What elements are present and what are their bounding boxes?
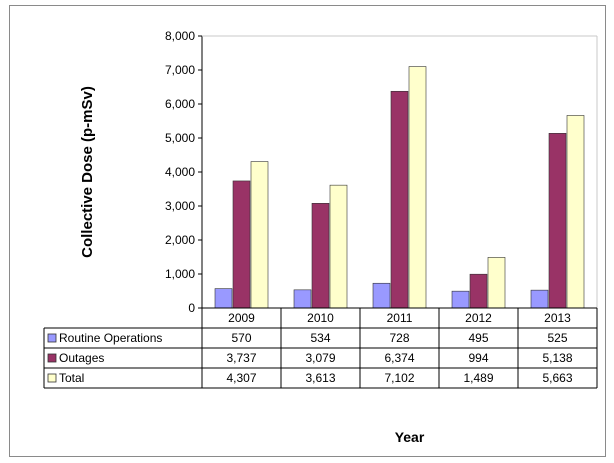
legend-swatch xyxy=(47,333,57,343)
legend-swatch xyxy=(47,373,57,383)
chart: 0 1,000 2,000 3,000 4,000 5,000 6,000 7,000 8,00… xyxy=(43,29,598,445)
data-value: 534 xyxy=(310,331,330,345)
bar-routine-operations xyxy=(451,290,470,309)
legend-label: Outages xyxy=(59,351,104,365)
data-value: 495 xyxy=(468,331,488,345)
data-value: 525 xyxy=(547,331,567,345)
bar-outages xyxy=(390,90,409,309)
y-tick-label: 6,000 xyxy=(165,97,195,111)
bar-total xyxy=(250,161,269,309)
bar-outages xyxy=(469,273,488,309)
category-label: 2013 xyxy=(544,311,571,325)
category-label: 2009 xyxy=(228,311,255,325)
y-axis-title: Collective Dose (p-mSv) xyxy=(79,86,96,258)
category-label: 2012 xyxy=(465,311,492,325)
data-value: 7,102 xyxy=(384,371,414,385)
x-axis-title: Year xyxy=(395,429,425,445)
bar-routine-operations xyxy=(293,289,312,309)
chart-frame: 0 1,000 2,000 3,000 4,000 5,000 6,000 7,000 8,00… xyxy=(9,5,606,457)
data-value: 4,307 xyxy=(226,371,256,385)
bar-total xyxy=(566,115,585,309)
data-value: 728 xyxy=(389,331,409,345)
data-value: 3,079 xyxy=(305,351,335,365)
y-tick-label: 0 xyxy=(188,301,195,315)
bar-outages xyxy=(311,203,330,309)
bar-total xyxy=(487,257,506,309)
data-value: 6,374 xyxy=(384,351,414,365)
legend-label: Routine Operations xyxy=(59,331,162,345)
data-value: 5,138 xyxy=(542,351,572,365)
y-tick-label: 3,000 xyxy=(165,199,195,213)
y-tick-label: 8,000 xyxy=(165,29,195,43)
data-value: 570 xyxy=(231,331,251,345)
y-tick-label: 2,000 xyxy=(165,233,195,247)
y-tick-label: 4,000 xyxy=(165,165,195,179)
category-label: 2011 xyxy=(387,311,413,325)
bar-total xyxy=(329,184,348,309)
bar-routine-operations xyxy=(372,282,391,309)
bar-routine-operations xyxy=(214,288,233,309)
legend-label: Total xyxy=(59,371,84,385)
bar-total xyxy=(408,66,427,309)
y-tick-label: 5,000 xyxy=(165,131,195,145)
data-value: 1,489 xyxy=(463,371,493,385)
data-value: 5,663 xyxy=(542,371,572,385)
data-value: 3,737 xyxy=(226,351,256,365)
legend-swatch xyxy=(47,353,57,363)
data-value: 3,613 xyxy=(305,371,335,385)
data-value: 994 xyxy=(468,351,488,365)
bar-routine-operations xyxy=(530,289,549,309)
bar-outages xyxy=(548,133,567,309)
y-tick-label: 1,000 xyxy=(165,267,195,281)
y-tick-label: 7,000 xyxy=(165,63,195,77)
bar-outages xyxy=(232,180,251,309)
category-label: 2010 xyxy=(307,311,334,325)
